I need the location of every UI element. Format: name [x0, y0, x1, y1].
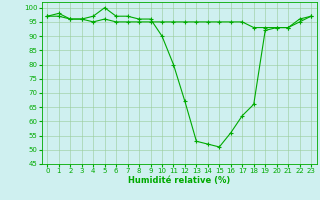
- X-axis label: Humidité relative (%): Humidité relative (%): [128, 176, 230, 185]
